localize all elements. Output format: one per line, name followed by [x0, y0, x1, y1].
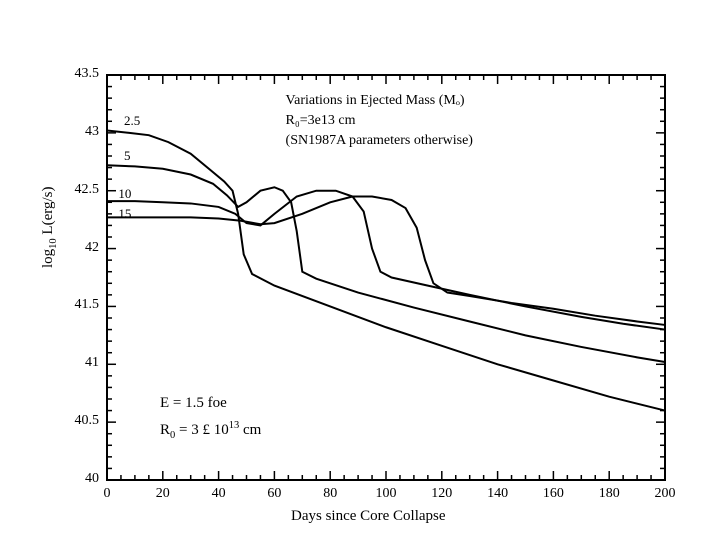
x-tick-label: 40: [204, 486, 234, 502]
curve-label: 2.5: [124, 113, 140, 129]
curve-label: 10: [118, 186, 131, 202]
y-tick-label: 40.5: [59, 413, 99, 429]
x-tick-label: 0: [92, 486, 122, 502]
x-axis-label: Days since Core Collapse: [291, 508, 446, 525]
chart-title-line: (SN1987A parameters otherwise): [286, 133, 473, 149]
chart-title-line: Variations in Ejected Mass (Mₒ): [286, 93, 465, 109]
y-tick-label: 40: [59, 471, 99, 487]
y-tick-label: 43.5: [59, 66, 99, 82]
x-tick-label: 60: [259, 486, 289, 502]
x-tick-label: 160: [538, 486, 568, 502]
y-tick-label: 41.5: [59, 297, 99, 313]
x-tick-label: 80: [315, 486, 345, 502]
x-tick-label: 20: [148, 486, 178, 502]
y-tick-label: 42.5: [59, 182, 99, 198]
x-tick-label: 120: [427, 486, 457, 502]
y-tick-label: 43: [59, 124, 99, 140]
annotation-note: E = 1.5 foe: [160, 395, 227, 412]
luminosity-chart: [0, 0, 720, 540]
x-tick-label: 180: [594, 486, 624, 502]
annotation-note: R0 = 3 £ 1013 cm: [160, 420, 261, 441]
curve-label: 5: [124, 148, 131, 164]
y-axis-label: log10 L(erg/s): [40, 68, 59, 268]
y-tick-label: 42: [59, 240, 99, 256]
y-tick-label: 41: [59, 355, 99, 371]
chart-title-line: R₀=3e13 cm: [286, 113, 356, 129]
curve-label: 15: [118, 206, 131, 222]
x-tick-label: 200: [650, 486, 680, 502]
x-tick-label: 140: [483, 486, 513, 502]
x-tick-label: 100: [371, 486, 401, 502]
